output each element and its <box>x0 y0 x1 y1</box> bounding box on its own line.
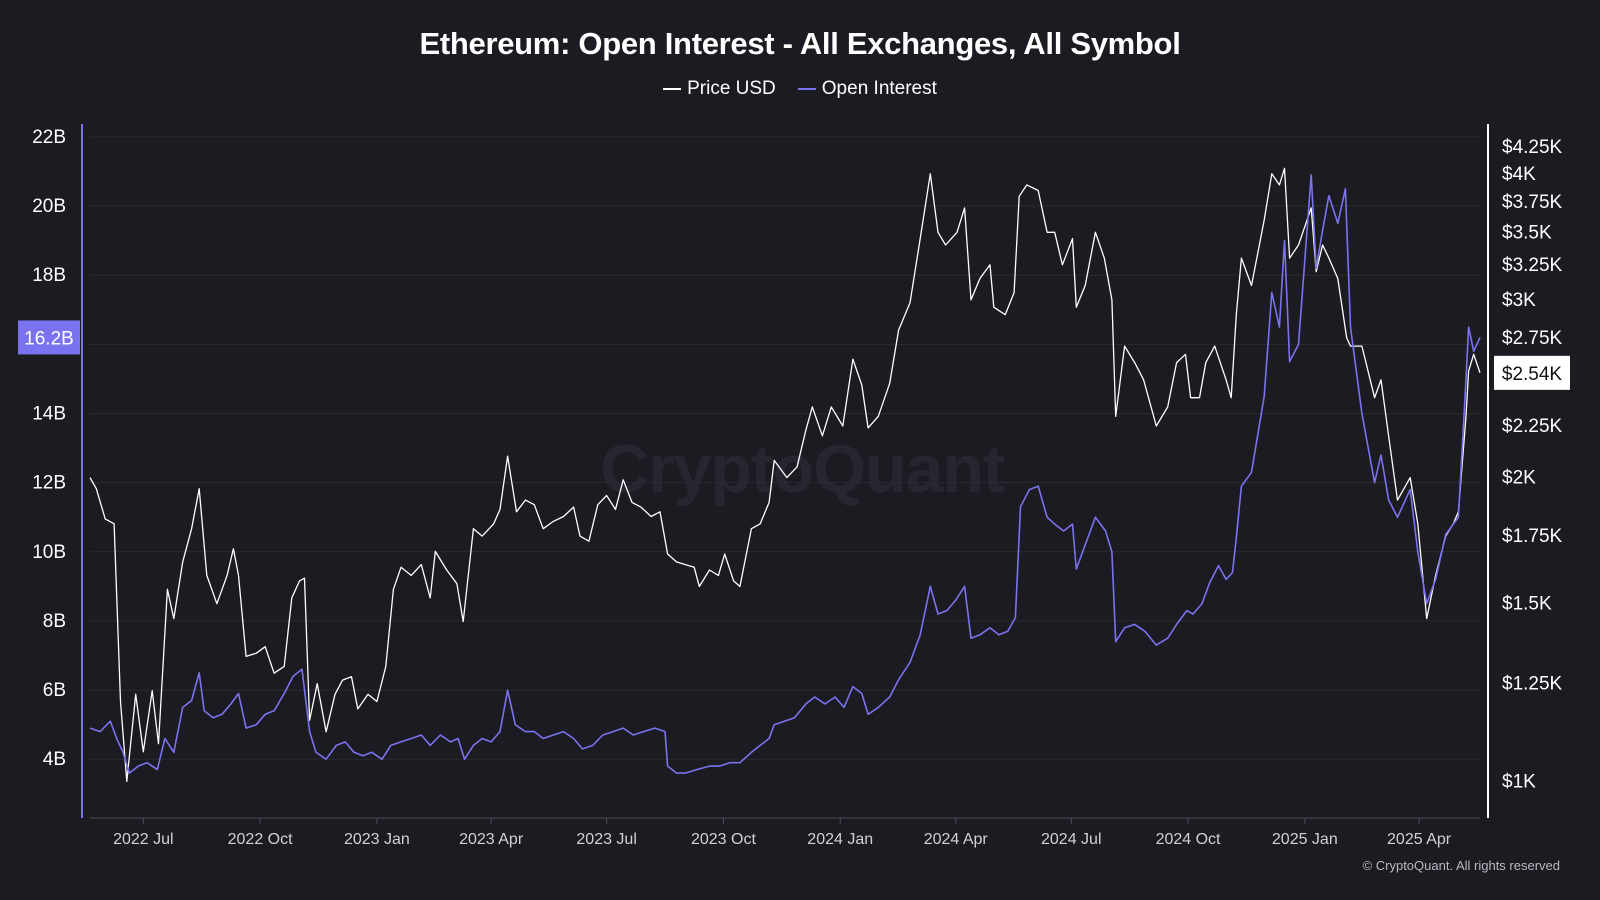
x-tick-label: 2024 Oct <box>1156 831 1221 848</box>
y-tick-label-right: $2.75K <box>1502 328 1563 349</box>
chart-title: Ethereum: Open Interest - All Exchanges,… <box>419 26 1181 61</box>
y-tick-label-right: $2K <box>1502 468 1536 489</box>
y-tick-label-right: $4K <box>1502 164 1536 185</box>
y-tick-label-left: 22B <box>32 127 66 148</box>
series-line-price[interactable] <box>89 167 1481 783</box>
y-tick-label-left: 6B <box>43 680 66 701</box>
x-tick-label: 2025 Jan <box>1272 831 1338 848</box>
y-tick-label-right: $3.5K <box>1502 222 1552 243</box>
legend-label-price: Price USD <box>687 78 776 99</box>
legend-item-open-interest[interactable]: Open Interest <box>797 78 937 100</box>
legend-item-price[interactable]: Price USD <box>663 78 776 100</box>
x-tick-label: 2023 Oct <box>691 831 756 848</box>
copyright-notice: © CryptoQuant. All rights reserved <box>1362 858 1560 873</box>
x-tick-label: 2024 Apr <box>924 831 989 848</box>
x-tick-label: 2023 Apr <box>459 831 524 848</box>
y-tick-label-right: $1.5K <box>1502 594 1552 615</box>
y-tick-label-left: 12B <box>32 473 66 494</box>
y-tick-label-left: 14B <box>32 403 66 424</box>
current-oi-badge <box>18 320 80 355</box>
y-tick-label-left: 18B <box>32 265 66 286</box>
current-oi-label: 16.2B <box>24 328 74 349</box>
chart-legend: Price USD Open Interest <box>0 78 1600 100</box>
current-price-label: $2.54K <box>1502 364 1563 385</box>
y-tick-label-left: 4B <box>43 749 66 770</box>
y-tick-label-right: $3.75K <box>1502 192 1563 213</box>
legend-swatch-price <box>663 88 682 90</box>
y-tick-label-right: $1.75K <box>1502 526 1563 547</box>
series-line-open-interest[interactable] <box>89 174 1481 774</box>
y-tick-label-left: 10B <box>32 542 66 563</box>
x-tick-label: 2022 Oct <box>228 831 293 848</box>
y-tick-label-right: $1.25K <box>1502 674 1563 695</box>
current-price-badge <box>1494 355 1570 390</box>
y-tick-label-right: $3K <box>1502 290 1536 311</box>
y-tick-label-right: $3.25K <box>1502 255 1563 276</box>
y-tick-label-right: $4.25K <box>1502 137 1563 158</box>
legend-label-open-interest: Open Interest <box>821 78 937 99</box>
x-tick-label: 2024 Jan <box>807 831 873 848</box>
x-tick-label: 2024 Jul <box>1041 831 1102 848</box>
x-tick-label: 2025 Apr <box>1387 831 1452 848</box>
y-tick-label-right: $2.25K <box>1502 416 1563 437</box>
y-tick-label-left: 8B <box>43 611 66 632</box>
y-tick-label-left: 20B <box>32 196 66 217</box>
x-tick-label: 2023 Jan <box>344 831 410 848</box>
y-tick-label-right: $1K <box>1502 771 1536 792</box>
x-tick-label: 2022 Jul <box>113 831 174 848</box>
legend-swatch-open-interest <box>797 88 816 90</box>
x-tick-label: 2023 Jul <box>576 831 637 848</box>
